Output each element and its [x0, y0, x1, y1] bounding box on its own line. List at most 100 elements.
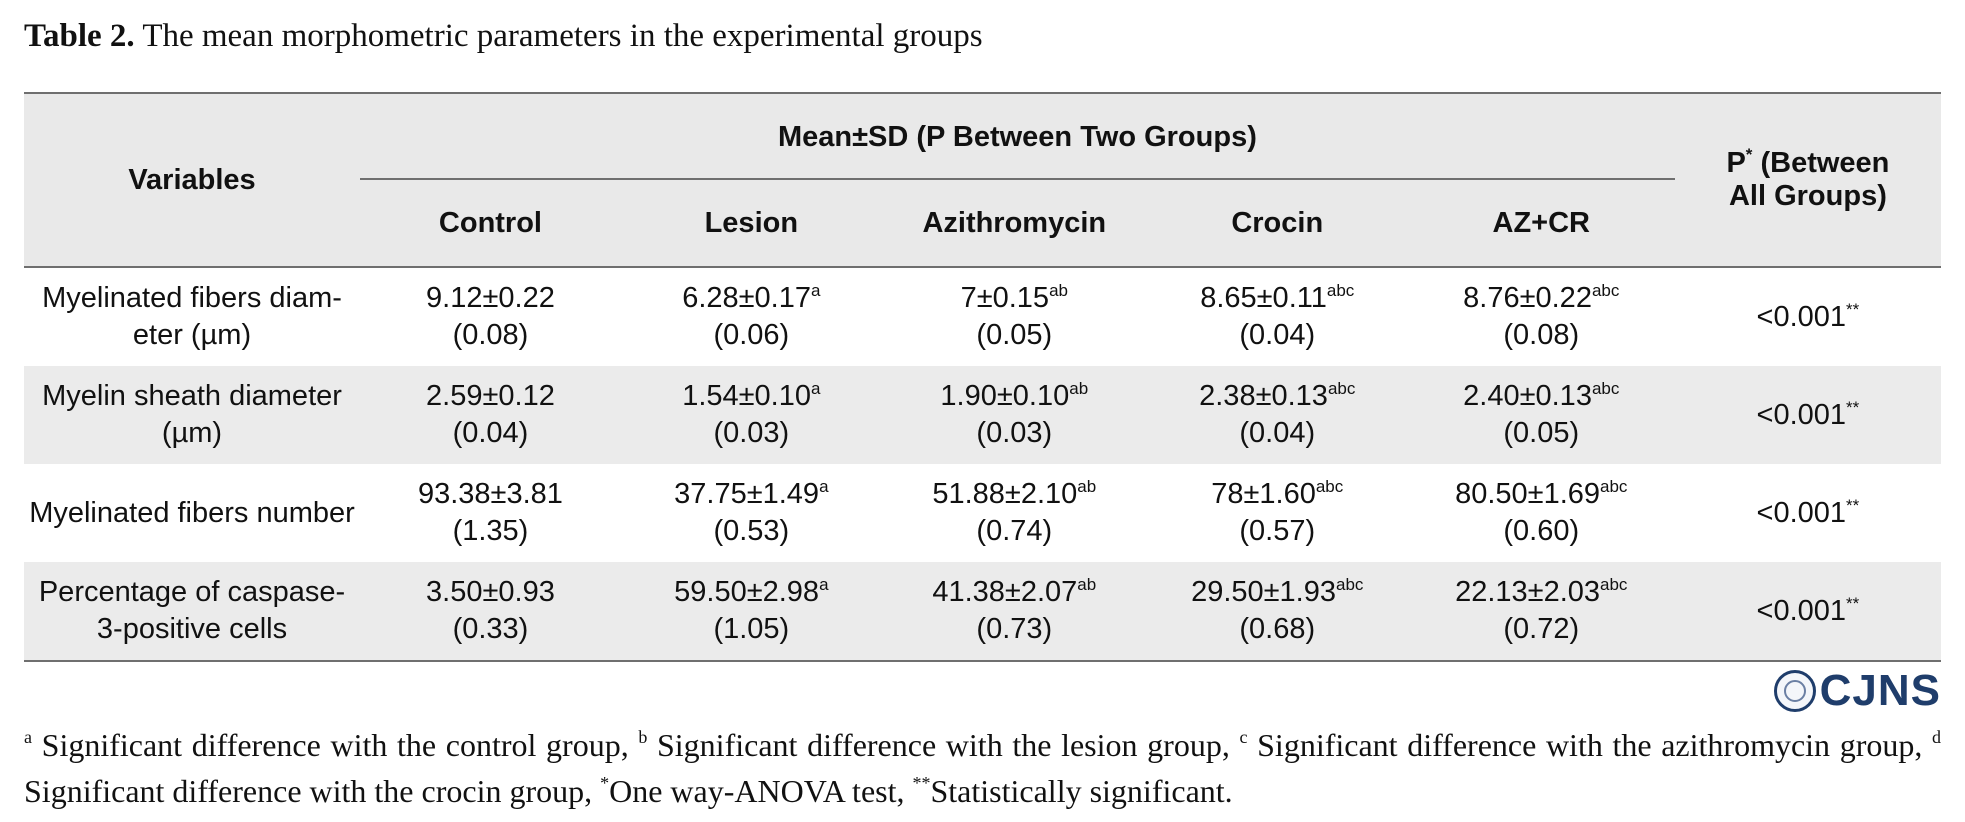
- header-p-all-line1: (Between: [1752, 147, 1890, 179]
- cell-p: (0.05): [1503, 417, 1580, 449]
- header-p-all-line2: All Groups): [1728, 180, 1887, 212]
- row-label: Myelinated fibers number: [24, 464, 361, 562]
- cell-mean-value: 78±1.60: [1211, 478, 1316, 510]
- cell-mean: 80.50±1.69abc: [1408, 476, 1675, 513]
- morphometric-table: Variables Mean±SD (P Between Two Groups)…: [24, 92, 1941, 662]
- footnote-mark-dstar: **: [912, 773, 931, 793]
- cell-mean: 1.54±0.10a: [621, 378, 882, 415]
- cell-sig-mark: abc: [1336, 575, 1364, 594]
- cell-mean: 59.50±2.98a: [621, 574, 882, 611]
- footnote-mark-b: b: [638, 727, 648, 747]
- cell-mean: 93.38±3.81: [360, 476, 621, 513]
- cell-mean: 2.59±0.12: [360, 378, 621, 415]
- cell-sig-mark: ab: [1049, 281, 1068, 300]
- table-row: Myelinated fibers number 93.38±3.81 (1.35…: [24, 464, 1941, 562]
- cell-sig-mark: a: [819, 575, 829, 594]
- cell-sig-mark: a: [819, 477, 829, 496]
- p-all-value: <0.001: [1756, 594, 1847, 627]
- cell-p: (0.60): [1503, 515, 1580, 547]
- journal-wordmark: CJNS: [1819, 666, 1941, 715]
- row-label-line: Myelin sheath diameter: [42, 380, 342, 412]
- cell-mean-value: 2.40±0.13: [1463, 380, 1592, 412]
- cell-sig-mark: abc: [1326, 281, 1355, 300]
- cell-mean-value: 2.59±0.12: [426, 380, 555, 412]
- header-group-span-text: Mean±SD (P Between Two Groups): [777, 120, 1257, 153]
- p-all-mark: **: [1846, 495, 1860, 515]
- table-row: Myelinated fibers diam-eter (µm) 9.12±0.…: [24, 267, 1941, 366]
- cell-mean: 37.75±1.49a: [621, 476, 882, 513]
- cell-mean: 41.38±2.07ab: [882, 574, 1147, 611]
- cell-sig-mark: abc: [1591, 281, 1620, 300]
- row-label: Percentage of caspase- 3-positive cells: [24, 562, 361, 662]
- table-cell: 2.59±0.12 (0.04): [360, 366, 621, 464]
- cell-mean-value: 9.12±0.22: [426, 282, 555, 314]
- cell-mean: 8.76±0.22abc: [1408, 280, 1675, 317]
- cell-mean-value: 1.90±0.10: [940, 380, 1070, 412]
- cell-mean: 1.90±0.10ab: [882, 378, 1147, 415]
- header-group-lesion: Lesion: [620, 180, 882, 268]
- table-cell: 6.28±0.17a (0.06): [620, 267, 882, 366]
- header-group-control: Control: [360, 180, 621, 268]
- p-all-mark: **: [1846, 593, 1860, 613]
- cell-mean-value: 1.54±0.10: [682, 380, 811, 412]
- cell-p-all: <0.001**: [1674, 562, 1941, 662]
- p-all-value: <0.001: [1756, 496, 1847, 529]
- cell-mean: 78±1.60abc: [1147, 476, 1408, 513]
- cell-p-all: <0.001**: [1674, 366, 1941, 464]
- row-label-line: 3-positive cells: [96, 613, 288, 645]
- table-cell: 37.75±1.49a (0.53): [620, 464, 882, 562]
- cell-mean: 6.28±0.17a: [621, 280, 882, 317]
- cell-sig-mark: abc: [1600, 477, 1628, 496]
- footnote-text-d: Significant difference with the crocin g…: [24, 773, 601, 809]
- table-cell: 8.65±0.11abc (0.04): [1146, 267, 1408, 366]
- cell-mean-value: 93.38±3.81: [417, 478, 563, 510]
- header-p-all-mark: *: [1745, 145, 1753, 164]
- cell-mean-value: 2.38±0.13: [1199, 380, 1328, 412]
- caption-label: Table 2.: [24, 18, 135, 54]
- cell-mean-value: 22.13±2.03: [1455, 576, 1601, 608]
- cell-mean-value: 3.50±0.93: [426, 576, 555, 608]
- table-cell: 80.50±1.69abc (0.60): [1407, 464, 1675, 562]
- cell-sig-mark: abc: [1315, 477, 1344, 496]
- cell-mean-value: 51.88±2.10: [932, 478, 1078, 510]
- header-p-all: P* (Between All Groups): [1674, 92, 1941, 268]
- table-cell: 51.88±2.10ab (0.74): [881, 464, 1147, 562]
- cell-mean: 29.50±1.93abc: [1147, 574, 1408, 611]
- cell-p: (0.03): [713, 417, 790, 449]
- cell-mean-value: 29.50±1.93: [1191, 576, 1336, 608]
- cell-mean-value: 7±0.15: [960, 282, 1050, 314]
- cell-mean: 51.88±2.10ab: [882, 476, 1147, 513]
- cell-p: (0.03): [976, 417, 1053, 449]
- table-cell: 22.13±2.03abc (0.72): [1407, 562, 1675, 662]
- header-group-azithromycin: Azithromycin: [881, 180, 1147, 268]
- cell-p: (0.04): [452, 417, 529, 449]
- table-cell: 2.40±0.13abc (0.05): [1407, 366, 1675, 464]
- table-cell: 7±0.15ab (0.05): [881, 267, 1147, 366]
- cell-sig-mark: ab: [1069, 379, 1089, 398]
- row-label-line: eter (µm): [132, 319, 252, 351]
- group-span-rule: [360, 178, 1675, 180]
- header-row-groups: Control Lesion Azithromycin Crocin AZ+CR: [24, 180, 1941, 268]
- footnote-mark-a: a: [24, 727, 32, 747]
- cell-mean-value: 6.28±0.17: [682, 282, 811, 314]
- journal-logo: CJNS: [1773, 666, 1941, 716]
- row-label-line: Percentage of caspase-: [38, 576, 346, 608]
- header-group-span: Mean±SD (P Between Two Groups): [360, 92, 1675, 180]
- footnote-mark-d: d: [1932, 727, 1942, 747]
- footnote-text-a: Significant difference with the control …: [32, 727, 639, 763]
- table-cell: 8.76±0.22abc (0.08): [1407, 267, 1675, 366]
- cell-mean: 7±0.15ab: [882, 280, 1147, 317]
- cell-sig-mark: a: [811, 379, 821, 398]
- cell-mean-value: 8.65±0.11: [1200, 282, 1327, 314]
- row-label: Myelinated fibers diam-eter (µm): [24, 267, 361, 366]
- row-label-line: Myelinated fibers number: [29, 496, 355, 529]
- cell-p: (0.06): [713, 319, 790, 351]
- cell-p: (0.57): [1239, 515, 1316, 547]
- cell-mean: 2.38±0.13abc: [1147, 378, 1408, 415]
- table-cell: 1.54±0.10a (0.03): [620, 366, 882, 464]
- table-cell: 9.12±0.22 (0.08): [360, 267, 621, 366]
- header-group-az-cr: AZ+CR: [1407, 180, 1675, 268]
- cell-mean: 8.65±0.11abc: [1147, 280, 1408, 317]
- table-cell: 1.90±0.10ab (0.03): [881, 366, 1147, 464]
- table-cell: 78±1.60abc (0.57): [1146, 464, 1408, 562]
